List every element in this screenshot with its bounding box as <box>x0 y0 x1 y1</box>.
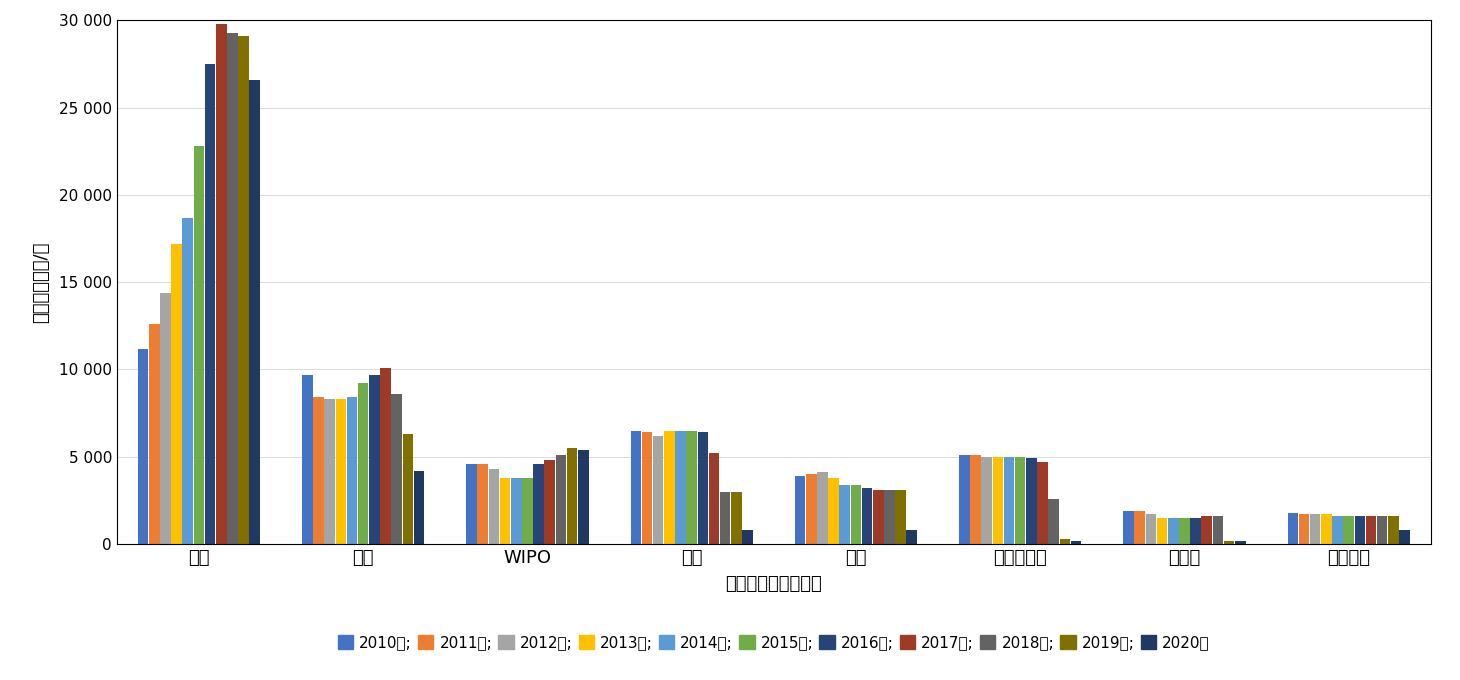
Bar <box>182 218 193 544</box>
Bar <box>664 430 675 544</box>
Bar <box>1321 514 1332 544</box>
Bar <box>1299 514 1310 544</box>
Bar <box>818 473 828 544</box>
Bar <box>578 449 588 544</box>
Bar <box>477 464 488 544</box>
Bar <box>1026 458 1037 544</box>
Bar <box>511 477 521 544</box>
Bar <box>686 430 696 544</box>
Bar <box>1343 516 1353 544</box>
Bar <box>171 244 182 544</box>
Bar <box>194 146 204 544</box>
Bar <box>149 324 159 544</box>
Bar <box>314 397 324 544</box>
Bar <box>1070 541 1082 544</box>
Bar <box>1355 516 1365 544</box>
Bar <box>369 375 380 544</box>
Bar <box>828 477 840 544</box>
Bar <box>1190 518 1202 544</box>
Bar <box>1048 498 1058 544</box>
Bar <box>806 474 816 544</box>
Bar <box>324 399 334 544</box>
Bar <box>720 492 730 544</box>
Bar <box>346 397 358 544</box>
Bar <box>861 488 873 544</box>
Bar <box>1310 514 1320 544</box>
Bar <box>851 485 861 544</box>
Bar <box>1332 516 1343 544</box>
Bar <box>1146 514 1156 544</box>
Bar <box>1060 539 1070 544</box>
Y-axis label: 专利申请数量/件: 专利申请数量/件 <box>32 241 51 323</box>
Bar <box>1377 516 1387 544</box>
Bar <box>1015 457 1025 544</box>
Bar <box>336 399 346 544</box>
Bar <box>1123 511 1134 544</box>
Bar <box>1365 516 1377 544</box>
Bar <box>873 490 883 544</box>
Bar <box>466 464 477 544</box>
Bar <box>545 460 555 544</box>
Bar <box>653 436 663 544</box>
Bar <box>499 477 511 544</box>
Bar <box>839 485 850 544</box>
X-axis label: 专利申请国家和组织: 专利申请国家和组织 <box>726 575 822 593</box>
Bar <box>971 455 981 544</box>
Bar <box>228 33 238 544</box>
Bar <box>250 80 260 544</box>
Bar <box>959 455 969 544</box>
Bar <box>675 430 686 544</box>
Bar <box>1037 462 1048 544</box>
Bar <box>523 477 533 544</box>
Bar <box>161 292 171 544</box>
Bar <box>489 469 499 544</box>
Bar <box>1180 518 1190 544</box>
Bar <box>1288 513 1298 544</box>
Bar <box>1388 516 1399 544</box>
Bar <box>413 471 425 544</box>
Bar <box>993 457 1003 544</box>
Bar <box>1003 457 1015 544</box>
Bar <box>731 492 742 544</box>
Bar <box>556 455 566 544</box>
Bar <box>708 454 720 544</box>
Bar <box>137 349 149 544</box>
Bar <box>204 64 216 544</box>
Bar <box>1134 511 1145 544</box>
Bar <box>1156 518 1168 544</box>
Bar <box>981 457 991 544</box>
Bar <box>895 490 905 544</box>
Bar <box>216 24 226 544</box>
Bar <box>907 530 917 544</box>
Bar <box>642 432 653 544</box>
Bar <box>533 464 545 544</box>
Bar <box>391 394 402 544</box>
Bar <box>1168 518 1178 544</box>
Bar <box>1202 516 1212 544</box>
Bar <box>302 375 312 544</box>
Legend: 2010年;, 2011年;, 2012年;, 2013年;, 2014年;, 2015年;, 2016年;, 2017年;, 2018年;, 2019年;, : 2010年;, 2011年;, 2012年;, 2013年;, 2014年;, … <box>337 635 1210 651</box>
Bar <box>566 448 577 544</box>
Bar <box>403 434 413 544</box>
Bar <box>698 432 708 544</box>
Bar <box>1235 541 1245 544</box>
Bar <box>1399 530 1410 544</box>
Bar <box>358 384 368 544</box>
Bar <box>631 430 641 544</box>
Bar <box>1213 516 1223 544</box>
Bar <box>380 368 391 544</box>
Bar <box>238 36 248 544</box>
Bar <box>794 476 806 544</box>
Bar <box>1223 541 1234 544</box>
Bar <box>742 530 753 544</box>
Bar <box>885 490 895 544</box>
